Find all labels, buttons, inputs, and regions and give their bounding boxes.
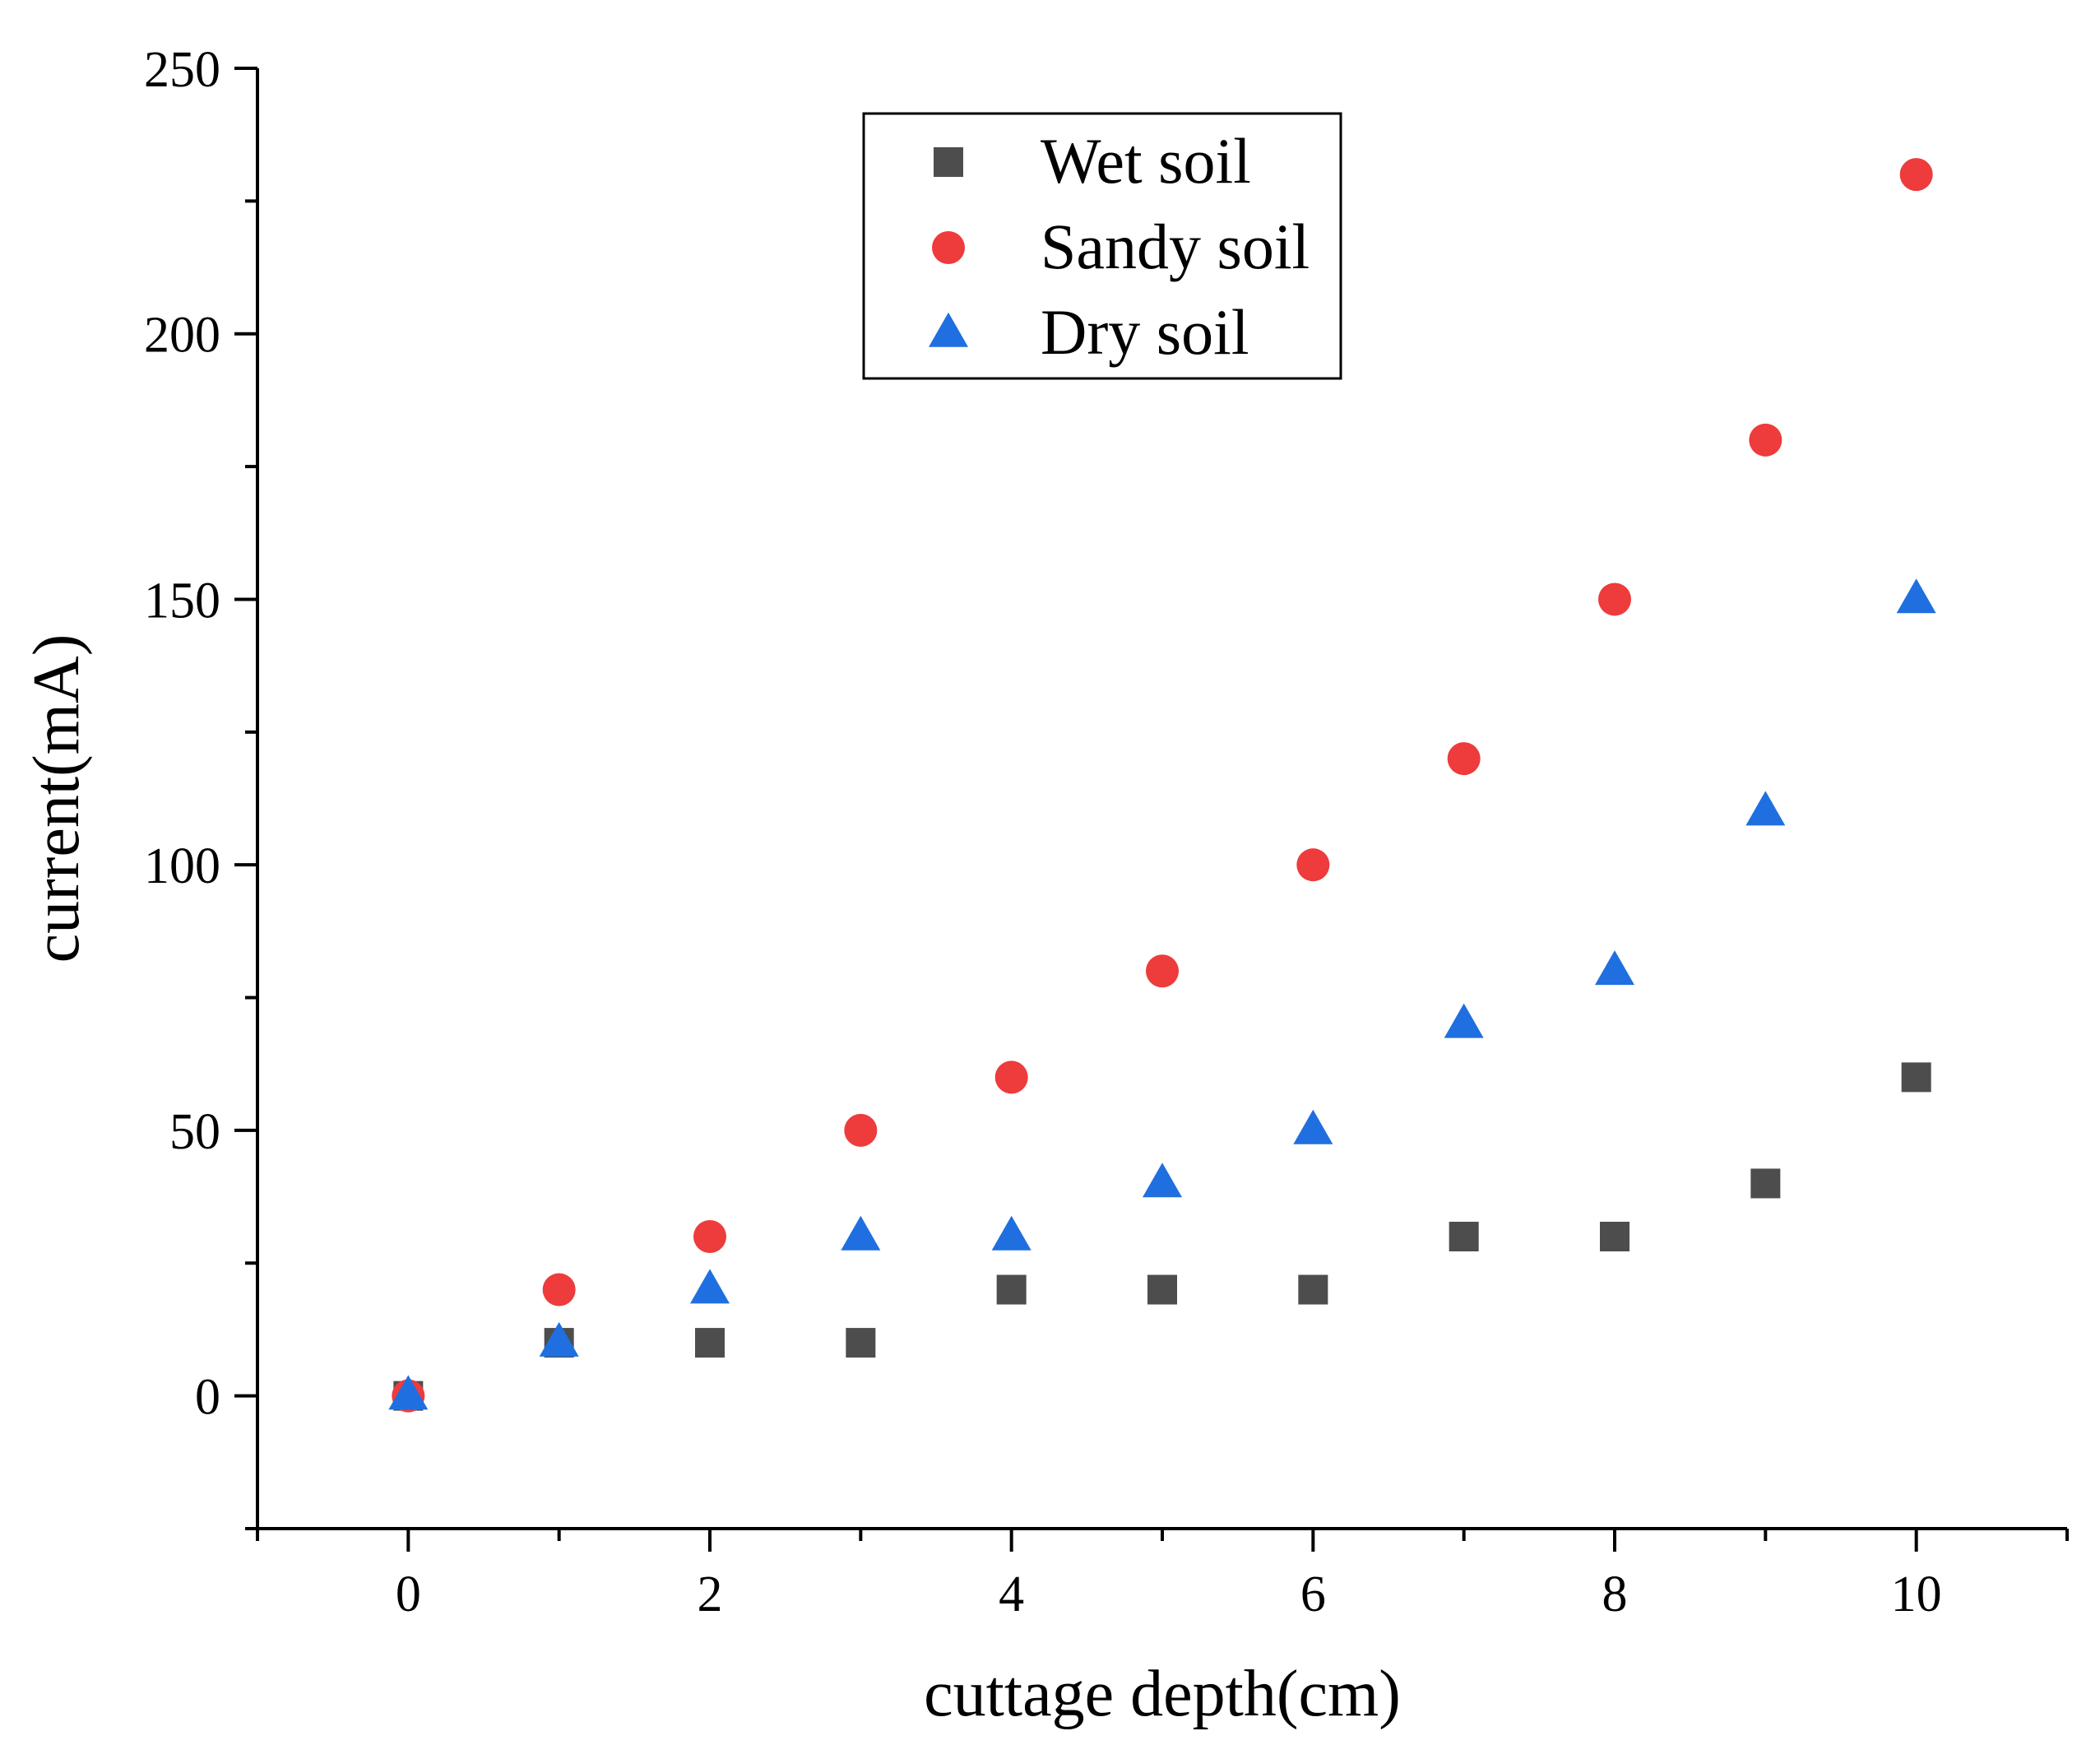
x-tick-label: 8 — [1602, 1566, 1628, 1622]
x-tick-label: 2 — [698, 1566, 723, 1622]
sandy-soil-point — [1598, 582, 1631, 616]
dry-soil-point — [1896, 578, 1936, 614]
dry-soil-point — [991, 1215, 1031, 1251]
sandy-soil-point — [1749, 423, 1782, 457]
wet-soil-point — [695, 1328, 725, 1358]
dry-soil-point — [388, 1375, 429, 1410]
legend: Wet soil Sandy soil Dry soil — [862, 112, 1342, 380]
wet-soil-point — [1147, 1274, 1177, 1305]
wet-soil-point — [1449, 1222, 1479, 1251]
dry-soil-point — [539, 1321, 579, 1357]
legend-dry-soil-marker — [929, 312, 968, 347]
dry-soil-point — [1143, 1163, 1182, 1198]
sandy-soil-point — [1296, 848, 1330, 882]
wet-soil-point — [1750, 1168, 1781, 1199]
legend-wet-soil-label: Wet soil — [1041, 125, 1251, 197]
sandy-soil-point — [693, 1220, 726, 1253]
legend-dry-soil-label: Dry soil — [1041, 296, 1249, 368]
sandy-soil-point — [994, 1060, 1028, 1094]
x-axis-title: cuttage depth(cm) — [924, 1658, 1401, 1730]
wet-soil-point — [1901, 1062, 1931, 1093]
x-tick-label: 6 — [1300, 1566, 1326, 1622]
sandy-soil-point — [1447, 742, 1481, 776]
sandy-soil-point — [1146, 954, 1179, 988]
y-tick-label: 150 — [144, 573, 220, 629]
dry-soil-point — [690, 1269, 730, 1304]
wet-soil-point — [1600, 1222, 1629, 1251]
sandy-soil-point — [542, 1273, 576, 1306]
legend-sandy-soil-marker — [932, 231, 965, 264]
wet-soil-point — [1298, 1274, 1328, 1305]
y-tick-label: 250 — [144, 42, 220, 98]
x-tick-label: 0 — [396, 1566, 421, 1622]
x-tick-label: 4 — [999, 1566, 1024, 1622]
data-points — [388, 158, 1936, 1413]
dry-soil-point — [1745, 791, 1786, 826]
legend-sandy-soil-label: Sandy soil — [1041, 211, 1310, 282]
y-tick-label: 0 — [195, 1370, 220, 1426]
y-axis-title: current(mA) — [21, 634, 93, 963]
wet-soil-point — [846, 1328, 876, 1358]
y-tick-label: 100 — [144, 838, 220, 894]
wet-soil-point — [996, 1274, 1027, 1305]
dry-soil-point — [1293, 1109, 1333, 1144]
y-tick-label: 50 — [169, 1104, 220, 1160]
sandy-soil-point — [1899, 158, 1933, 192]
dry-soil-point — [1595, 950, 1634, 986]
x-tick-label: 10 — [1891, 1566, 1942, 1622]
y-tick-label: 200 — [144, 308, 220, 364]
dry-soil-point — [841, 1215, 881, 1251]
legend-wet-soil-marker — [934, 147, 963, 177]
dry-soil-point — [1444, 1003, 1484, 1038]
sandy-soil-point — [844, 1113, 878, 1147]
